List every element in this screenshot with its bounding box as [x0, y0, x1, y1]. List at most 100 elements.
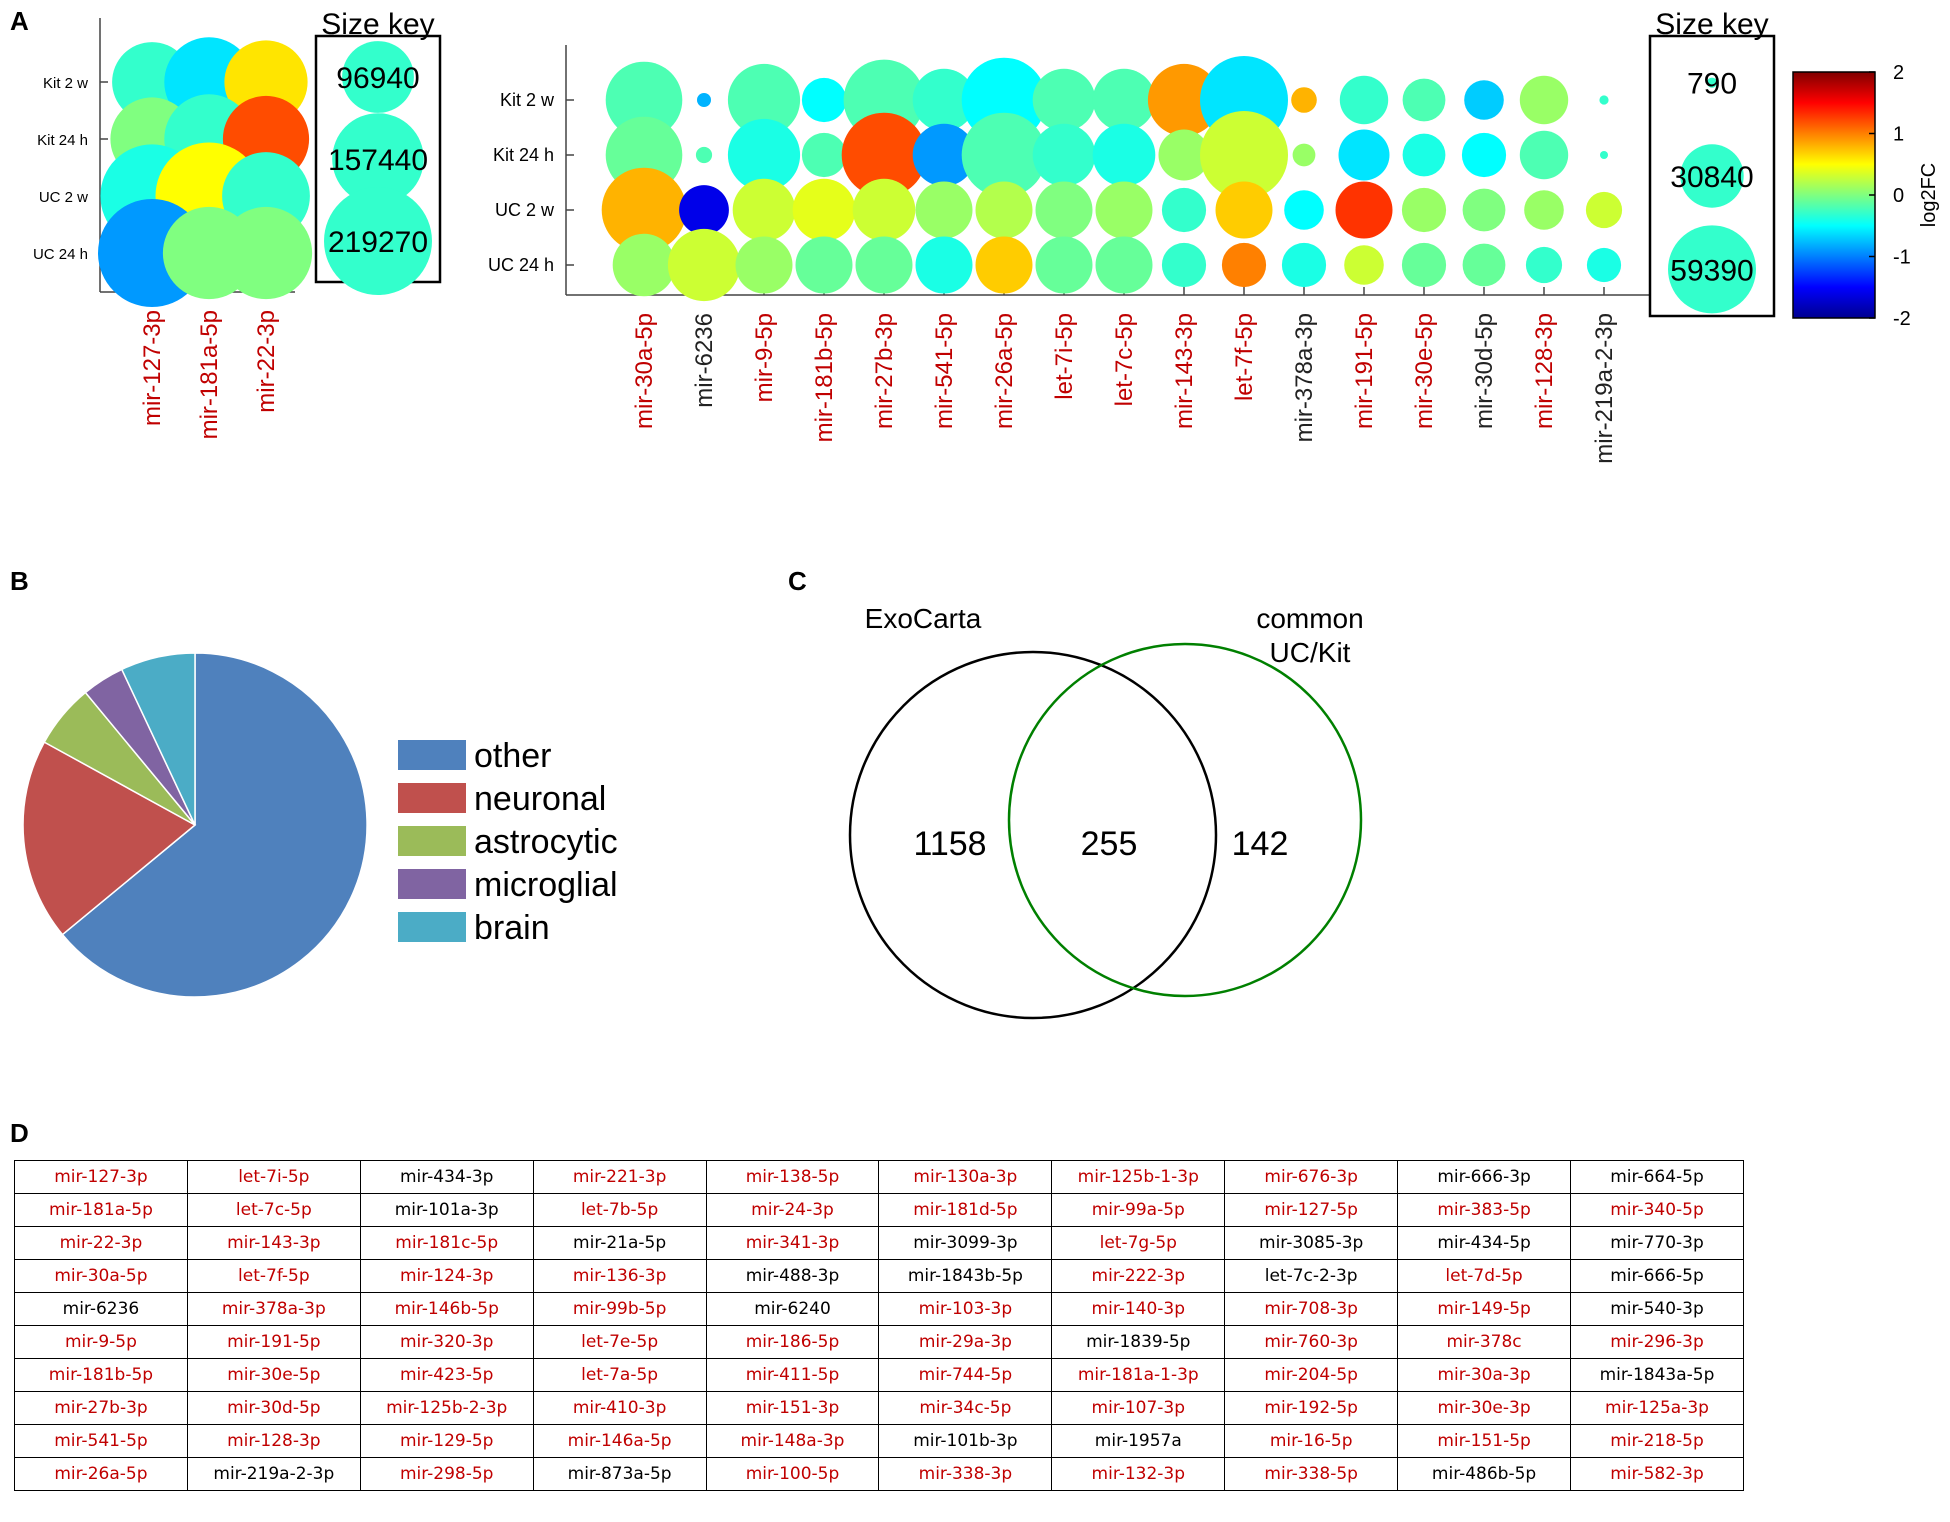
table-cell: mir-191-5p [186, 1325, 361, 1359]
table-cell: mir-873a-5p [532, 1457, 707, 1491]
bubble [1464, 80, 1504, 120]
bubble [1284, 190, 1324, 230]
table-cell: mir-24-3p [705, 1193, 880, 1227]
column-label: mir-378a-3p [1291, 313, 1318, 442]
column-label: mir-541-5p [931, 313, 958, 429]
table-cell: mir-770-3p [1570, 1226, 1744, 1260]
legend-swatch [398, 869, 466, 899]
bubble [1525, 246, 1563, 284]
bubble [1147, 63, 1221, 137]
table-cell: mir-143-3p [186, 1226, 361, 1260]
bubble [695, 146, 713, 164]
venn-diagram: ExoCarta common UC/Kit 1158 255 142 [848, 603, 1364, 1020]
table-cell: mir-101b-3p [878, 1424, 1053, 1458]
bubble [801, 132, 847, 178]
table-cell: mir-486b-5p [1397, 1457, 1572, 1491]
bubble [1402, 78, 1446, 122]
column-label: mir-22-3p [253, 310, 280, 413]
table-row: mir-541-5p mir-128-3p mir-129-5p mir-146a-5… [14, 1424, 1744, 1458]
column-label: mir-30a-5p [631, 313, 658, 429]
bubble [975, 181, 1033, 239]
legend-label: astrocytic [474, 823, 618, 861]
size-key-bubble [342, 41, 414, 113]
column-label: mir-30d-5p [1471, 313, 1498, 429]
table-cell: mir-296-3p [1570, 1325, 1744, 1359]
bubble [735, 236, 793, 294]
bubble [1344, 245, 1384, 285]
table-cell: mir-434-5p [1397, 1226, 1572, 1260]
column-label: let-7i-5p [1051, 313, 1078, 400]
table-cell: let-7c-5p [186, 1193, 361, 1227]
column-label: mir-191-5p [1351, 313, 1378, 429]
colorbar-gradient [1792, 71, 1876, 319]
bubble [1032, 68, 1096, 132]
bubble [727, 63, 801, 137]
table-cell: mir-151-3p [705, 1391, 880, 1425]
mirna-table: mir-127-3p let-7i-5p mir-434-3p mir-221-3p m… [14, 1160, 1744, 1491]
bubble [1586, 247, 1622, 283]
table-cell: let-7d-5p [1397, 1259, 1572, 1293]
table-cell: let-7b-5p [532, 1193, 707, 1227]
bubble [727, 118, 801, 192]
table-cell: mir-760-3p [1224, 1325, 1399, 1359]
bubble [1461, 132, 1507, 178]
size-key-value: 157440 [328, 144, 428, 177]
table-cell: mir-146a-5p [532, 1424, 707, 1458]
bubble-chart-large: Kit 2 w Kit 24 h UC 2 w UC 24 h mir-30a-5p mi… [488, 8, 1776, 464]
bubble-chart-small: Kit 2 w Kit 24 h UC 2 w UC 24 h mir-127-3p mi… [33, 8, 442, 439]
table-cell: mir-101a-3p [359, 1193, 534, 1227]
column-label: mir-127-3p [139, 310, 166, 426]
table-cell: mir-192-5p [1224, 1391, 1399, 1425]
bubble [1519, 75, 1569, 125]
venn-only-right: 142 [1232, 825, 1289, 863]
table-cell: mir-128-3p [186, 1424, 361, 1458]
bubble [1599, 95, 1609, 105]
bubble [219, 206, 313, 300]
colorbar-tick-label: 0 [1893, 185, 1904, 207]
table-cell: mir-221-3p [532, 1160, 707, 1194]
size-key-bubble [324, 187, 432, 295]
bubble [1462, 188, 1506, 232]
row-label: UC 2 w [39, 189, 88, 206]
legend-label: other [474, 737, 552, 775]
panel-label-c: C [788, 566, 807, 596]
bubble [667, 228, 741, 302]
table-cell: mir-218-5p [1570, 1424, 1744, 1458]
table-cell: mir-383-5p [1397, 1193, 1572, 1227]
table-cell: mir-410-3p [532, 1391, 707, 1425]
table-cell: mir-30d-5p [186, 1391, 361, 1425]
bubble [801, 77, 847, 123]
bubble [697, 93, 711, 107]
table-cell: mir-540-3p [1570, 1292, 1744, 1326]
bubble [612, 233, 676, 297]
table-cell: mir-132-3p [1051, 1457, 1226, 1491]
bubble [1519, 130, 1569, 180]
table-cell: mir-127-5p [1224, 1193, 1399, 1227]
table-cell: mir-34c-5p [878, 1391, 1053, 1425]
row-label: Kit 24 h [493, 145, 554, 165]
bubble [1281, 242, 1327, 288]
table-cell: mir-127-3p [14, 1160, 188, 1194]
size-key-value: 96940 [336, 62, 419, 95]
table-cell: mir-125b-1-3p [1051, 1160, 1226, 1194]
legend-swatch [398, 912, 466, 942]
bubble [912, 123, 976, 187]
row-label: Kit 24 h [37, 132, 88, 149]
bubble [1600, 151, 1608, 159]
table-row: mir-30a-5p let-7f-5p mir-124-3p mir-136-3p m… [14, 1259, 1744, 1293]
table-cell: mir-124-3p [359, 1259, 534, 1293]
column-label: mir-181a-5p [196, 310, 223, 439]
table-cell: let-7e-5p [532, 1325, 707, 1359]
colorbar-tick-label: -1 [1893, 247, 1911, 269]
column-label: mir-181b-5p [811, 313, 838, 442]
size-key-value: 30840 [1670, 161, 1753, 194]
table-cell: mir-181a-1-3p [1051, 1358, 1226, 1392]
bubble [792, 178, 856, 242]
column-label: mir-6236 [691, 313, 718, 408]
table-cell: mir-6236 [14, 1292, 188, 1326]
table-cell: mir-1843b-5p [878, 1259, 1053, 1293]
table-cell: mir-29a-3p [878, 1325, 1053, 1359]
bubble [1335, 181, 1393, 239]
table-cell: mir-1957a [1051, 1424, 1226, 1458]
legend-label: neuronal [474, 780, 606, 818]
